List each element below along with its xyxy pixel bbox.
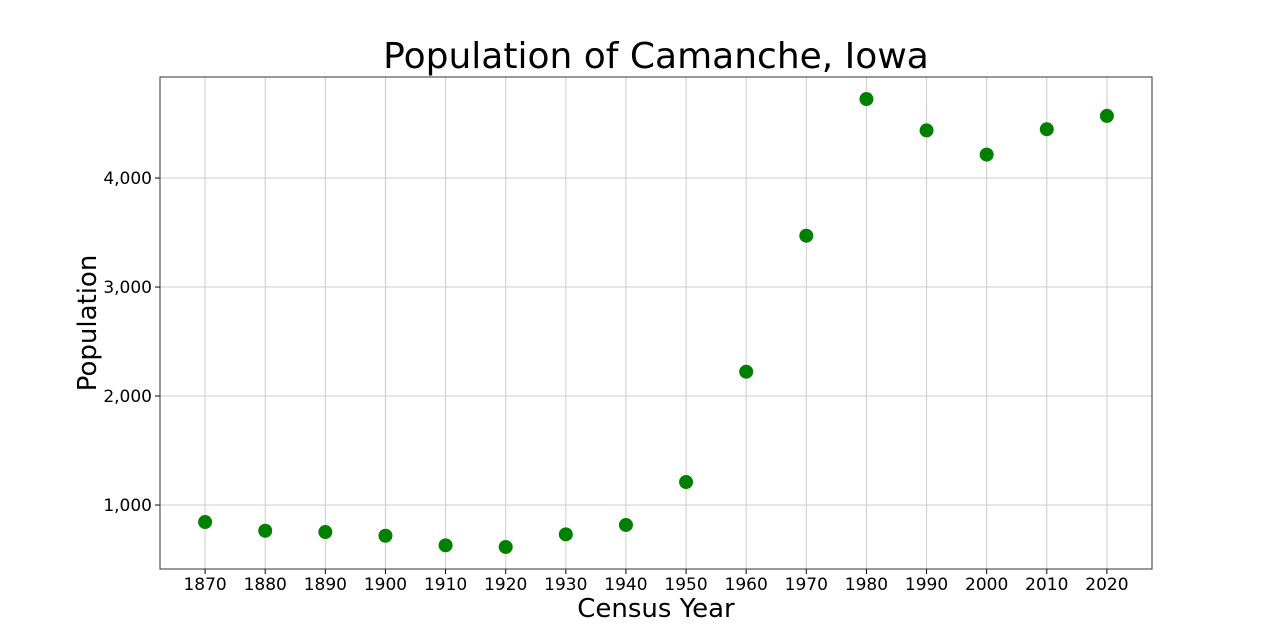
- x-tick-label: 1940: [604, 575, 647, 595]
- data-point: [258, 523, 273, 538]
- x-tick-label: 1970: [785, 575, 828, 595]
- data-point: [558, 527, 573, 542]
- x-tick-label: 1990: [905, 575, 948, 595]
- x-tick-label: 1920: [484, 575, 527, 595]
- x-axis-label: Census Year: [577, 594, 735, 624]
- y-tick-label: 1,000: [103, 496, 152, 516]
- data-point: [1039, 122, 1054, 137]
- x-tick-label: 1950: [664, 575, 707, 595]
- x-tick-label: 2000: [965, 575, 1008, 595]
- data-point: [198, 515, 213, 530]
- x-tick-label: 1960: [725, 575, 768, 595]
- data-point: [438, 538, 453, 553]
- data-point: [1099, 108, 1114, 123]
- x-tick-label: 1980: [845, 575, 888, 595]
- x-tick-label: 1910: [424, 575, 467, 595]
- data-point: [378, 528, 393, 543]
- x-tick-label: 1930: [544, 575, 587, 595]
- data-point: [859, 92, 874, 107]
- data-point: [498, 539, 513, 554]
- y-tick-label: 2,000: [103, 387, 152, 407]
- y-axis-label: Population: [73, 255, 103, 392]
- x-tick-label: 1890: [304, 575, 347, 595]
- data-point: [799, 228, 814, 243]
- data-point: [679, 475, 694, 490]
- plot-frame: [159, 76, 1153, 570]
- x-tick-label: 1900: [364, 575, 407, 595]
- y-tick-label: 3,000: [103, 278, 152, 298]
- y-tick-label: 4,000: [103, 169, 152, 189]
- x-tick-label: 1880: [244, 575, 287, 595]
- x-tick-label: 2010: [1025, 575, 1068, 595]
- data-point: [318, 525, 333, 540]
- chart-title: Population of Camanche, Iowa: [383, 36, 929, 77]
- x-tick-label: 1870: [183, 575, 226, 595]
- x-tick-label: 2020: [1085, 575, 1128, 595]
- data-point: [739, 364, 754, 379]
- data-point: [979, 147, 994, 162]
- data-point: [919, 123, 934, 138]
- data-point: [618, 517, 633, 532]
